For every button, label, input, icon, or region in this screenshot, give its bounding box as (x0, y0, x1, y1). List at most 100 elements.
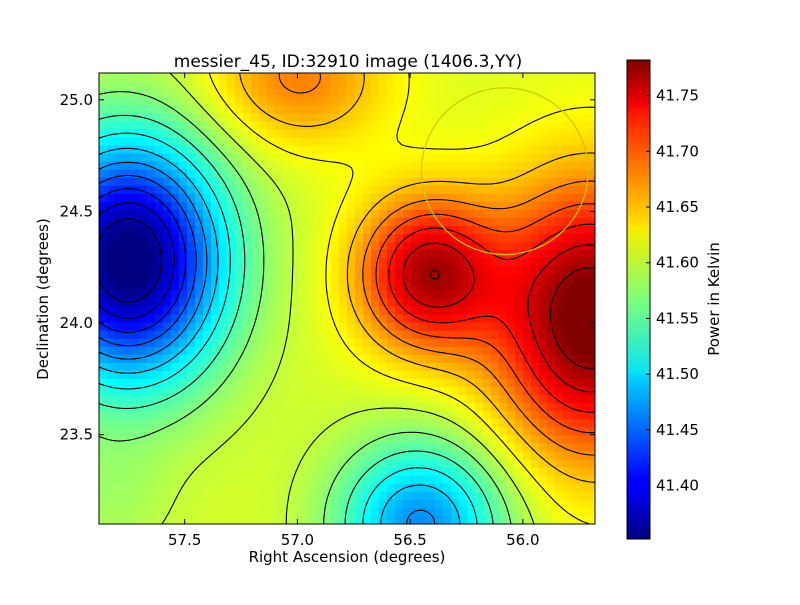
heatmap-cell (547, 379, 556, 388)
heatmap-cell (283, 73, 292, 82)
heatmap-cell (579, 395, 588, 404)
heatmap-cell (363, 499, 372, 509)
heatmap-cell (291, 193, 300, 203)
heatmap-cell (211, 234, 220, 243)
heatmap-cell (171, 242, 180, 251)
heatmap-cell (387, 137, 396, 147)
heatmap-cell (203, 322, 212, 332)
heatmap-cell (155, 459, 164, 469)
heatmap-cell (267, 242, 276, 251)
heatmap-cell (99, 185, 108, 195)
heatmap-cell (387, 306, 396, 316)
heatmap-cell (283, 129, 292, 139)
heatmap-cell (427, 451, 436, 461)
heatmap-cell (171, 330, 180, 340)
heatmap-cell (131, 177, 140, 187)
heatmap-cell (203, 515, 212, 524)
heatmap-cell (123, 153, 132, 163)
heatmap-cell (347, 459, 356, 469)
heatmap-cell (123, 322, 132, 332)
heatmap-cell (347, 266, 356, 275)
heatmap-cell (163, 427, 172, 437)
heatmap-cell (435, 234, 444, 243)
heatmap-cell (403, 185, 412, 195)
heatmap-cell (171, 169, 180, 179)
heatmap-cell (579, 507, 588, 517)
heatmap-cell (395, 145, 404, 155)
heatmap-cell (371, 443, 380, 453)
heatmap-cell (163, 290, 172, 300)
heatmap-cell (555, 290, 564, 300)
heatmap-cell (283, 419, 292, 428)
heatmap-cell (331, 97, 340, 106)
heatmap-cell (179, 435, 188, 445)
heatmap-cell (227, 266, 236, 275)
heatmap-cell (195, 282, 204, 292)
heatmap-cell (123, 89, 132, 98)
heatmap-cell (395, 491, 404, 501)
heatmap-cell (475, 298, 484, 308)
heatmap-cell (363, 169, 372, 179)
heatmap-cell (579, 209, 588, 219)
heatmap-cell (275, 121, 284, 130)
heatmap-cell (235, 282, 244, 292)
heatmap-cell (395, 161, 404, 171)
heatmap-cell (331, 387, 340, 396)
heatmap-cell (187, 338, 196, 348)
heatmap-cell (147, 427, 156, 437)
heatmap-cell (355, 330, 364, 340)
heatmap-cell (299, 193, 308, 203)
heatmap-cell (179, 403, 188, 412)
heatmap-cell (243, 145, 252, 155)
heatmap-cell (131, 217, 140, 227)
heatmap-cell (179, 258, 188, 267)
heatmap-cell (499, 113, 508, 122)
heatmap-cell (323, 443, 332, 453)
heatmap-cell (443, 250, 452, 259)
heatmap-cell (411, 338, 420, 348)
heatmap-cell (419, 499, 428, 509)
heatmap-cell (99, 314, 108, 324)
heatmap-cell (403, 177, 412, 187)
heatmap-cell (523, 467, 532, 477)
heatmap-cell (323, 209, 332, 219)
heatmap-cell (179, 113, 188, 122)
heatmap-cell (163, 403, 172, 412)
heatmap-cell (163, 250, 172, 259)
heatmap-cell (267, 499, 276, 509)
heatmap-cell (363, 387, 372, 396)
heatmap-cell (163, 395, 172, 404)
heatmap-cell (203, 459, 212, 469)
heatmap-cell (467, 274, 476, 283)
heatmap-cell (459, 89, 468, 98)
heatmap-cell (283, 467, 292, 477)
heatmap-cell (147, 362, 156, 372)
heatmap-cell (483, 121, 492, 130)
heatmap-cell (355, 491, 364, 501)
heatmap-cell (243, 81, 252, 90)
heatmap-cell (251, 346, 260, 356)
heatmap-cell (347, 169, 356, 179)
heatmap-cell (387, 483, 396, 493)
heatmap-cell (395, 379, 404, 388)
heatmap-cell (523, 282, 532, 292)
heatmap-cell (99, 306, 108, 316)
heatmap-cell (499, 370, 508, 380)
heatmap-cell (171, 379, 180, 388)
heatmap-cell (259, 306, 268, 316)
contour-line (375, 203, 595, 434)
heatmap-cell (491, 322, 500, 332)
heatmap-cell (419, 395, 428, 404)
heatmap-cell (315, 451, 324, 461)
heatmap-cell (235, 250, 244, 259)
heatmap-cell (299, 475, 308, 485)
heatmap-cell (491, 419, 500, 428)
heatmap-cell (307, 370, 316, 380)
heatmap-cell (547, 73, 556, 82)
heatmap-cell (291, 298, 300, 308)
heatmap-cell (291, 242, 300, 251)
heatmap-cell (219, 113, 228, 122)
heatmap-cell (371, 234, 380, 243)
heatmap-cell (259, 491, 268, 501)
heatmap-cell (99, 282, 108, 292)
